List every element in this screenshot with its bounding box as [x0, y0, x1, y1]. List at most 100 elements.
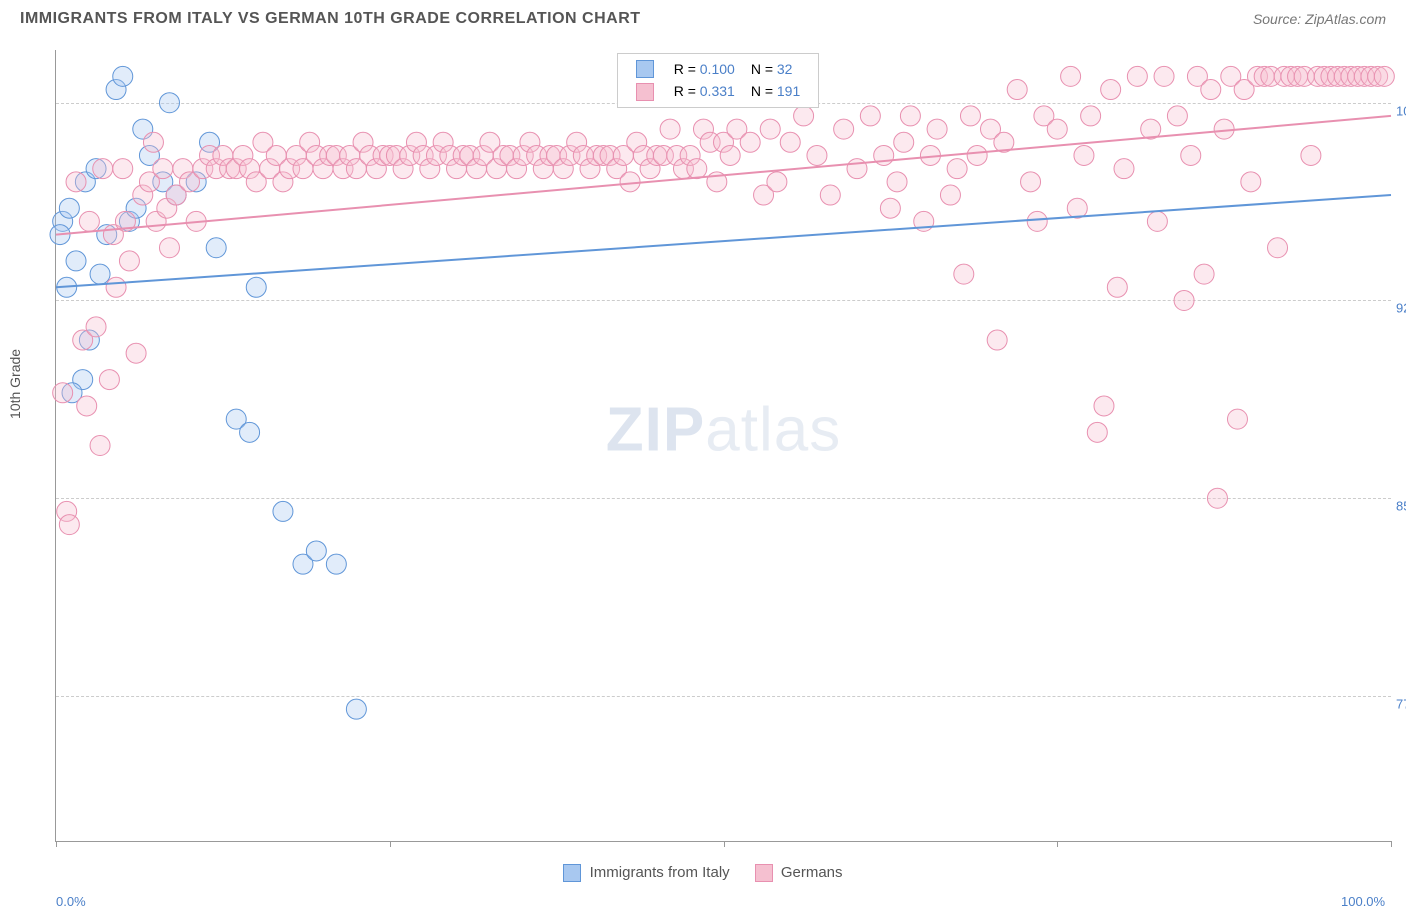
data-point [66, 251, 86, 271]
legend-row: R = 0.100 N = 32 [628, 58, 809, 80]
data-point [59, 515, 79, 535]
data-point [807, 145, 827, 165]
legend-swatch [755, 864, 773, 882]
data-point [1007, 80, 1027, 100]
data-point [1087, 422, 1107, 442]
data-point [90, 436, 110, 456]
data-point [1047, 119, 1067, 139]
data-point [687, 159, 707, 179]
data-point [113, 66, 133, 86]
data-point [1374, 66, 1394, 86]
data-point [99, 370, 119, 390]
legend-swatch [628, 58, 666, 80]
data-point [1201, 80, 1221, 100]
data-point [894, 132, 914, 152]
data-point [90, 264, 110, 284]
data-point [159, 238, 179, 258]
legend-bottom: Immigrants from Italy Germans [0, 864, 1406, 882]
data-point [246, 277, 266, 297]
data-point [860, 106, 880, 126]
data-point [1301, 145, 1321, 165]
plot-area: 77.5%85.0%92.5%100.0% R = 0.100 N = 32 R… [55, 50, 1391, 842]
data-point [900, 106, 920, 126]
x-tick [390, 841, 391, 847]
data-point [1021, 172, 1041, 192]
legend-row: R = 0.331 N = 191 [628, 80, 809, 102]
data-point [987, 330, 1007, 350]
data-point [1127, 66, 1147, 86]
data-point [143, 132, 163, 152]
data-point [927, 119, 947, 139]
data-point [887, 172, 907, 192]
data-point [1167, 106, 1187, 126]
data-point [59, 198, 79, 218]
data-point [106, 277, 126, 297]
data-point [1061, 66, 1081, 86]
data-point [1081, 106, 1101, 126]
source-text: Source: ZipAtlas.com [1253, 11, 1386, 27]
data-point [126, 343, 146, 363]
chart-container: 10th Grade 77.5%85.0%92.5%100.0% R = 0.1… [55, 50, 1391, 842]
legend-swatch [563, 864, 581, 882]
x-tick [56, 841, 57, 847]
data-point [820, 185, 840, 205]
data-point [940, 185, 960, 205]
data-point [1227, 409, 1247, 429]
legend-stat-r: R = 0.331 [666, 80, 743, 102]
x-tick [724, 841, 725, 847]
data-point [1194, 264, 1214, 284]
data-point [834, 119, 854, 139]
legend-swatch [628, 80, 666, 102]
data-point [1107, 277, 1127, 297]
data-point [66, 172, 86, 192]
chart-title: IMMIGRANTS FROM ITALY VS GERMAN 10TH GRA… [20, 10, 641, 28]
x-axis-label: 100.0% [1341, 894, 1385, 909]
data-point [960, 106, 980, 126]
data-point [660, 119, 680, 139]
data-point [1074, 145, 1094, 165]
x-tick [1391, 841, 1392, 847]
data-point [967, 145, 987, 165]
data-point [1241, 172, 1261, 192]
legend-stat-n: N = 32 [743, 58, 808, 80]
data-point [847, 159, 867, 179]
data-point [767, 172, 787, 192]
y-axis-label: 92.5% [1396, 301, 1406, 316]
data-point [954, 264, 974, 284]
data-point [240, 422, 260, 442]
x-axis-label: 0.0% [56, 894, 86, 909]
legend-series-name: Germans [781, 864, 843, 881]
y-axis-title: 10th Grade [7, 349, 23, 419]
data-point [346, 699, 366, 719]
data-point [720, 145, 740, 165]
scatter-plot-svg [56, 50, 1391, 841]
x-tick [1057, 841, 1058, 847]
data-point [273, 501, 293, 521]
trend-line [56, 195, 1391, 287]
data-point [947, 159, 967, 179]
y-axis-label: 100.0% [1396, 103, 1406, 118]
y-axis-label: 77.5% [1396, 696, 1406, 711]
data-point [1094, 396, 1114, 416]
data-point [1147, 211, 1167, 231]
data-point [1154, 66, 1174, 86]
data-point [326, 554, 346, 574]
data-point [159, 93, 179, 113]
data-point [740, 132, 760, 152]
data-point [53, 383, 73, 403]
data-point [1174, 290, 1194, 310]
data-point [113, 159, 133, 179]
data-point [1067, 198, 1087, 218]
data-point [153, 159, 173, 179]
data-point [86, 317, 106, 337]
data-point [306, 541, 326, 561]
data-point [77, 396, 97, 416]
data-point [93, 159, 113, 179]
data-point [780, 132, 800, 152]
data-point [1027, 211, 1047, 231]
data-point [1101, 80, 1121, 100]
stats-legend: R = 0.100 N = 32 R = 0.331 N = 191 [617, 53, 820, 108]
data-point [880, 198, 900, 218]
data-point [79, 211, 99, 231]
data-point [206, 238, 226, 258]
